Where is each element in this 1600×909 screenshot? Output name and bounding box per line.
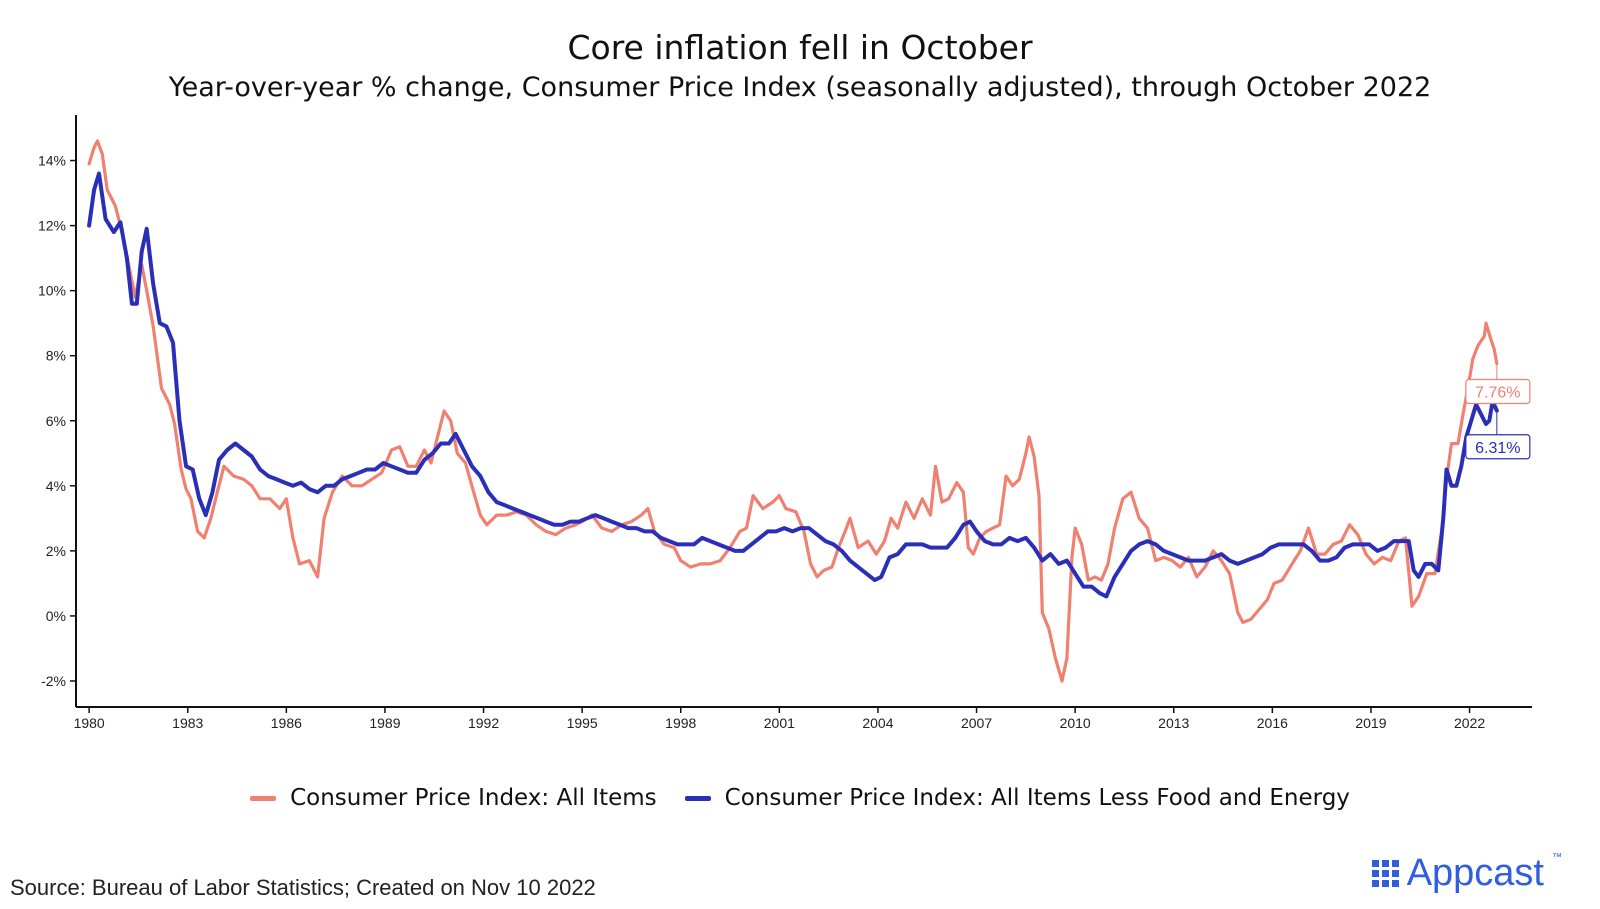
end-label-core: 6.31% [1465, 410, 1531, 460]
x-tick-label: 2007 [961, 715, 992, 731]
y-tick-label: 0% [46, 608, 66, 624]
line-chart: -2% 0% 2% 4% 6% 8% 10% 12% 14% 1980 1983 1986 1989 19… [38, 115, 1532, 731]
x-tick-label: 1995 [567, 715, 598, 731]
y-tick-label: 12% [38, 218, 66, 234]
y-tick-label: 6% [46, 413, 66, 429]
x-tick-label: 1986 [271, 715, 302, 731]
legend-item-core: Consumer Price Index: All Items Less Foo… [684, 785, 1350, 811]
legend-label-all-items: Consumer Price Index: All Items [290, 785, 657, 811]
legend-swatch-core [684, 795, 711, 801]
chart-axes: -2% 0% 2% 4% 6% 8% 10% 12% 14% 1980 1983 1986 1989 19… [38, 115, 1532, 731]
x-tick-label: 1989 [369, 715, 400, 731]
legend-label-core: Consumer Price Index: All Items Less Foo… [724, 785, 1350, 811]
chart-series [87, 139, 1499, 683]
appcast-logo: Appcast ™ [1371, 852, 1562, 895]
x-tick-label: 2004 [862, 715, 893, 731]
x-tick-label: 2013 [1158, 715, 1189, 731]
x-tick-label: 2001 [764, 715, 795, 731]
x-tick-label: 1983 [172, 715, 203, 731]
appcast-logo-mark-icon [1371, 860, 1399, 887]
legend-item-all-items: Consumer Price Index: All Items [250, 785, 657, 811]
y-tick-label: 14% [38, 153, 66, 169]
x-tick-label: 2019 [1355, 715, 1386, 731]
source-note: Source: Bureau of Labor Statistics; Crea… [10, 875, 596, 900]
chart-end-labels: 7.76% 6.31% [1465, 363, 1531, 460]
chart-legend: Consumer Price Index: All Items Consumer… [0, 785, 1600, 811]
end-label-core-text: 6.31% [1475, 440, 1520, 457]
series-line-core [87, 171, 1499, 599]
y-tick-label: -2% [41, 673, 66, 689]
end-label-all-items-text: 7.76% [1475, 384, 1520, 401]
x-tick-label: 2016 [1257, 715, 1288, 731]
appcast-logo-text: Appcast [1406, 852, 1544, 894]
y-tick-label: 10% [38, 283, 66, 299]
chart-subtitle: Year-over-year % change, Consumer Price … [168, 72, 1432, 103]
x-tick-label: 1998 [665, 715, 696, 731]
trademark-symbol: ™ [1552, 852, 1562, 863]
chart-title: Core inflation fell in October [567, 28, 1033, 67]
end-label-core-box [1465, 434, 1531, 460]
x-tick-label: 1980 [74, 715, 105, 731]
end-label-all-items-box [1465, 378, 1531, 405]
x-tick-label: 2022 [1454, 715, 1485, 731]
end-label-all-items: 7.76% [1465, 363, 1531, 405]
y-tick-label: 8% [46, 348, 66, 364]
y-tick-label: 2% [46, 543, 66, 559]
series-line-all-items [87, 139, 1499, 683]
x-tick-label: 2010 [1060, 715, 1091, 731]
legend-swatch-all-items [250, 795, 277, 801]
x-tick-label: 1992 [468, 715, 499, 731]
y-tick-label: 4% [46, 478, 66, 494]
